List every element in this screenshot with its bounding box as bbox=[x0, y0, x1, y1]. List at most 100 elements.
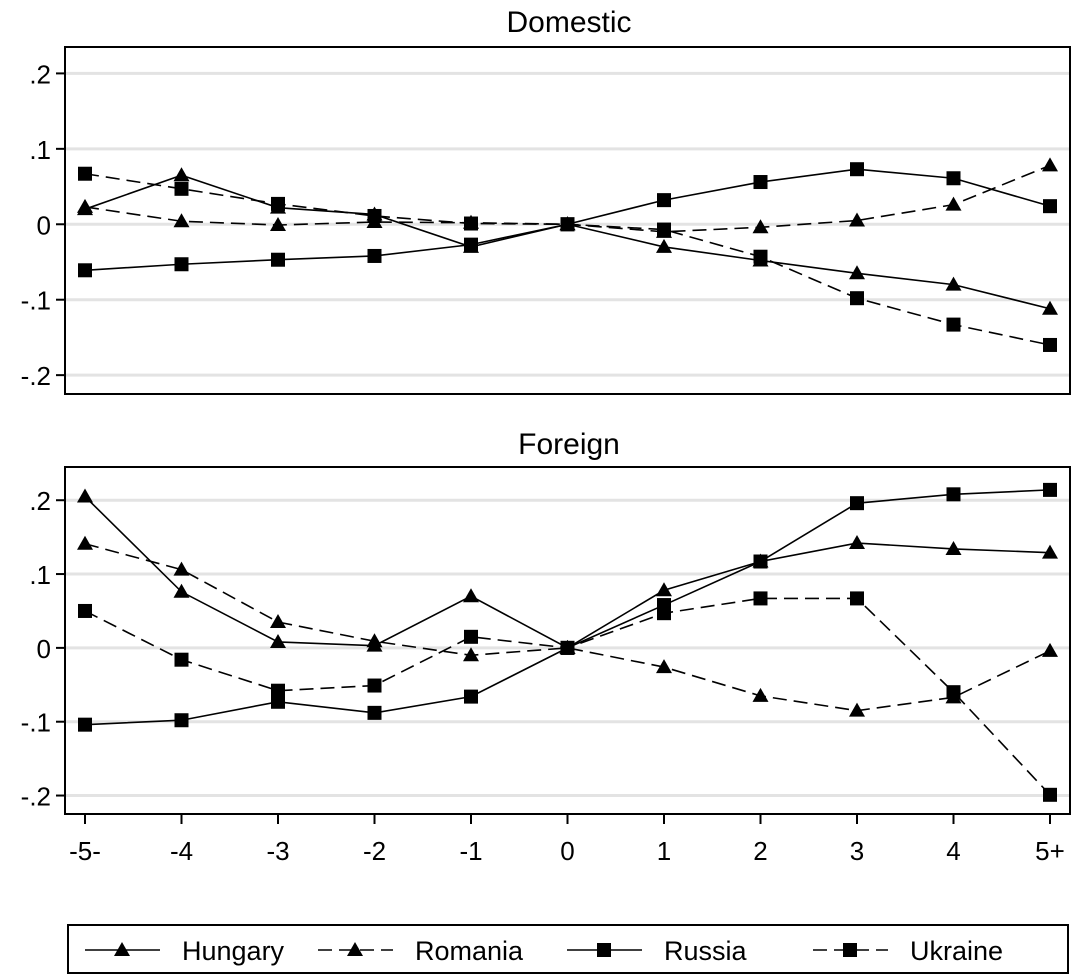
foreign-panel: Foreign .2 .1 0 -.1 -.2 bbox=[21, 428, 1071, 815]
domestic-romania-point bbox=[77, 198, 93, 213]
foreign-russia-point bbox=[174, 713, 189, 728]
foreign-hungary-point bbox=[945, 540, 962, 555]
foreign-ukraine-point bbox=[850, 591, 864, 606]
domestic-y-tick-label: .1 bbox=[29, 135, 51, 165]
domestic-ukraine-point bbox=[271, 196, 285, 211]
domestic-ukraine-point bbox=[850, 291, 864, 306]
legend-marker bbox=[843, 943, 857, 957]
domestic-plot-frame bbox=[64, 46, 1071, 395]
foreign-hungary-series bbox=[77, 488, 1058, 654]
domestic-hungary-point bbox=[173, 167, 190, 182]
foreign-hungary-point bbox=[849, 535, 865, 550]
legend-label: Russia bbox=[664, 936, 748, 966]
foreign-hungary-line bbox=[84, 495, 1051, 649]
foreign-romania-point bbox=[173, 561, 190, 576]
foreign-romania-point bbox=[270, 614, 286, 629]
foreign-russia-point bbox=[78, 717, 92, 732]
foreign-ukraine-line bbox=[84, 597, 1051, 796]
domestic-ukraine-point bbox=[367, 208, 382, 223]
legend-label: Ukraine bbox=[910, 936, 1003, 966]
domestic-y-tick-label: -.2 bbox=[21, 361, 51, 391]
foreign-romania-point bbox=[77, 535, 93, 550]
domestic-ukraine-point bbox=[946, 317, 961, 332]
domestic-panel: Domestic .2 .1 0 -.1 -.2 bbox=[21, 6, 1071, 395]
foreign-russia-point bbox=[946, 487, 961, 502]
domestic-ukraine-point bbox=[560, 217, 575, 232]
foreign-y-tick-label: 0 bbox=[37, 634, 51, 664]
x-tick-label: 2 bbox=[753, 836, 767, 866]
legend-item-ukraine: Ukraine bbox=[813, 936, 1003, 966]
domestic-ukraine-point bbox=[78, 166, 92, 181]
x-tick-label: -4 bbox=[170, 836, 193, 866]
foreign-ukraine-point bbox=[560, 640, 575, 655]
foreign-hungary-point bbox=[656, 582, 672, 597]
domestic-hungary-point bbox=[945, 276, 962, 291]
foreign-panel-title: Foreign bbox=[518, 428, 620, 461]
x-tick-label: 3 bbox=[850, 836, 864, 866]
foreign-hungary-point bbox=[77, 488, 93, 503]
x-tick-label: 0 bbox=[560, 836, 574, 866]
foreign-russia-series bbox=[78, 482, 1057, 732]
foreign-russia-point bbox=[367, 705, 382, 720]
legend-label: Romania bbox=[415, 936, 524, 966]
foreign-russia-line bbox=[84, 489, 1051, 726]
foreign-russia-point bbox=[464, 689, 478, 704]
legend-marker bbox=[597, 943, 611, 957]
foreign-hungary-point bbox=[270, 633, 286, 648]
foreign-y-tick-label: -.1 bbox=[21, 708, 51, 738]
domestic-russia-point bbox=[78, 263, 92, 278]
x-tick-label: -5- bbox=[69, 836, 101, 866]
domestic-russia-point bbox=[850, 162, 864, 177]
domestic-russia-point bbox=[271, 252, 285, 267]
domestic-hungary-point bbox=[1042, 300, 1058, 315]
x-tick-label: 5+ bbox=[1035, 836, 1065, 866]
legend-item-russia: Russia bbox=[567, 936, 748, 966]
legend-box bbox=[67, 924, 1069, 974]
domestic-y-tick-label: .2 bbox=[29, 59, 51, 89]
x-tick-label: -1 bbox=[459, 836, 482, 866]
domestic-hungary-line bbox=[84, 174, 1051, 310]
domestic-panel-title: Domestic bbox=[506, 6, 631, 39]
domestic-hungary-series bbox=[77, 167, 1058, 315]
domestic-russia-point bbox=[657, 193, 671, 208]
x-tick-label: 1 bbox=[657, 836, 671, 866]
domestic-ukraine-point bbox=[1043, 337, 1057, 352]
domestic-ukraine-point bbox=[464, 216, 478, 231]
foreign-hungary-point bbox=[173, 583, 190, 598]
domestic-y-tick-label: -.1 bbox=[21, 286, 51, 316]
domestic-ukraine-point bbox=[174, 181, 189, 196]
foreign-ukraine-point bbox=[1043, 787, 1057, 802]
domestic-romania-point bbox=[752, 219, 769, 234]
legend-item-romania: Romania bbox=[318, 936, 524, 966]
foreign-romania-series bbox=[77, 535, 1058, 717]
domestic-ukraine-series bbox=[78, 166, 1057, 352]
domestic-romania-point bbox=[945, 196, 962, 211]
domestic-romania-point bbox=[849, 212, 865, 227]
x-tick-label: -3 bbox=[266, 836, 289, 866]
foreign-russia-point bbox=[753, 554, 768, 569]
domestic-ukraine-line bbox=[84, 172, 1051, 346]
domestic-romania-point bbox=[270, 217, 286, 232]
foreign-ukraine-point bbox=[78, 603, 92, 618]
foreign-ukraine-series bbox=[78, 591, 1057, 802]
foreign-hungary-point bbox=[1042, 544, 1058, 559]
legend: Hungary Romania Russia Ukraine bbox=[67, 924, 1069, 974]
foreign-ukraine-point bbox=[657, 606, 671, 621]
domestic-russia-point bbox=[367, 248, 382, 263]
foreign-russia-point bbox=[1043, 482, 1057, 497]
foreign-russia-point bbox=[850, 496, 864, 511]
foreign-romania-point bbox=[366, 633, 383, 648]
foreign-ukraine-point bbox=[367, 678, 382, 693]
foreign-ukraine-point bbox=[271, 683, 285, 698]
foreign-ukraine-point bbox=[174, 652, 189, 667]
domestic-russia-point bbox=[174, 257, 189, 272]
foreign-romania-point bbox=[463, 647, 479, 662]
foreign-romania-point bbox=[752, 687, 769, 702]
domestic-romania-point bbox=[1042, 157, 1058, 172]
domestic-y-tick-label: 0 bbox=[37, 210, 51, 240]
foreign-romania-point bbox=[656, 659, 672, 674]
domestic-hungary-point bbox=[656, 238, 672, 253]
foreign-ukraine-point bbox=[946, 685, 961, 700]
legend-marker bbox=[114, 942, 130, 956]
